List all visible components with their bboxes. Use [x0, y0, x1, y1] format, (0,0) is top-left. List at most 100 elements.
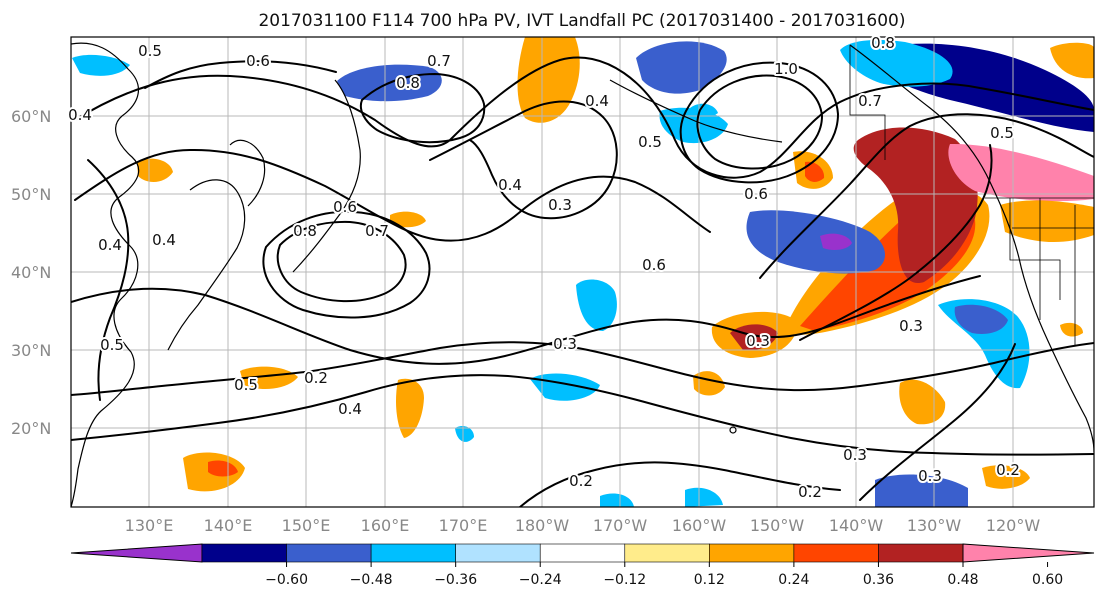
colorbar-segment-1 [201, 543, 287, 563]
asia-coastline [71, 42, 140, 507]
kamchatka-coastline [292, 79, 361, 273]
contour-label-26: 0.3 [899, 317, 923, 335]
colorbar-tick-label-9: 0.48 [947, 572, 978, 588]
colorbar-segment-6 [624, 543, 710, 563]
shading-layer [72, 37, 1094, 507]
lat-label-50n: 50°N [11, 185, 51, 204]
lon-label-120w: 120°W [986, 516, 1041, 535]
contour-label-4: 0.8 [396, 74, 420, 92]
contour-label-31: 0.3 [918, 467, 942, 485]
shade-blue-south-east [875, 474, 968, 507]
contour-label-14: 0.5 [234, 376, 258, 394]
map-frame [70, 36, 1095, 508]
colorbar-segment-5 [539, 543, 626, 563]
shade-orange-south-far-east [982, 465, 1030, 489]
contour-label-30: 0.2 [996, 461, 1020, 479]
contour-label-25: 0.4 [585, 92, 609, 110]
colorbar-tick-label-5: −0.12 [603, 572, 646, 588]
contour-16 [144, 60, 337, 89]
contour-label-6: 0.3 [548, 196, 572, 214]
pv-contours [71, 56, 1094, 507]
contour-label-11: 0.6 [642, 256, 666, 274]
shade-orange-20n-west [396, 378, 424, 438]
contour-label-3: 0.7 [427, 52, 451, 70]
map-panel [70, 36, 1095, 508]
shade-orange-north-america [1000, 200, 1094, 243]
contour-label-28: 0.3 [843, 446, 867, 464]
aleutian-coastline [609, 79, 783, 143]
shade-blue-east-30n-core [954, 304, 1008, 334]
contour-label-24: 0.5 [990, 124, 1014, 142]
contour-10 [679, 61, 839, 184]
colorbar: −0.60 −0.48 −0.36 −0.24 −0.12 0.12 0.24 0.36 0.4… [70, 543, 1095, 588]
lon-label-170w: 170°W [593, 516, 648, 535]
colorbar-segment-7 [709, 543, 795, 563]
shade-lightblue-south-center [600, 493, 634, 507]
lon-label-180w: 180°W [515, 516, 570, 535]
shade-blue-north-edge [840, 39, 953, 87]
contour-label-21: 0.5 [638, 133, 662, 151]
shade-orange-north-far-east [1050, 42, 1094, 79]
shade-lightblue-kamchatka-north [72, 54, 130, 76]
colorbar-tick-label-7: 0.24 [778, 572, 809, 588]
coastlines [71, 42, 1094, 507]
contour-label-8: 0.6 [333, 198, 357, 216]
contour-6 [429, 100, 618, 220]
contour-2 [74, 148, 711, 242]
colorbar-segment-2 [286, 543, 372, 563]
shade-red-53n-east [805, 161, 825, 182]
contour-label-17: 0.3 [553, 335, 577, 353]
contour-label-19: 0.6 [744, 185, 768, 203]
contour-13 [859, 343, 1016, 501]
shade-red-15n-west [208, 460, 238, 477]
lon-label-170e: 170°E [439, 516, 488, 535]
shade-red-30n-central [730, 324, 778, 351]
contour-label-9: 0.7 [365, 222, 389, 240]
contour-7 [276, 220, 407, 303]
contour-label-18: 0.3 [746, 332, 770, 350]
lon-labels: 130°E 140°E 150°E 160°E 170°E 180°W 170°… [125, 516, 1041, 535]
lat-label-40n: 40°N [11, 263, 51, 282]
contour-label-20: 1.0 [774, 60, 798, 78]
contour-11 [759, 113, 1094, 279]
shade-pink-blob [948, 143, 1094, 202]
colorbar-tick-label-1: −0.60 [265, 572, 308, 588]
contour-15 [87, 159, 130, 401]
colorbar-tick-label-4: −0.24 [519, 572, 562, 588]
contour-labels: 0.5 0.6 0.7 0.8 0.4 0.3 0.4 0.6 0.7 0.8 … [66, 32, 1022, 503]
colorbar-tick-label-3: −0.36 [434, 572, 477, 588]
shade-blue-40n-west [746, 210, 886, 274]
shade-orange-25n-west [240, 366, 298, 389]
contour-14 [519, 461, 841, 507]
contour-label-22: 0.8 [871, 34, 895, 52]
colorbar-tick-label-10: 0.60 [1032, 572, 1063, 588]
contour-9 [696, 74, 823, 170]
shade-lightblue-south-center-east [685, 487, 723, 507]
figure-title: 2017031100 F114 700 hPa PV, IVT Landfall… [258, 11, 905, 31]
shade-orange-45n-mid [390, 211, 426, 228]
contour-label-7: 0.4 [498, 176, 522, 194]
shade-lightblue-20n-mid [455, 426, 474, 442]
shade-darkred-blob [853, 127, 978, 284]
contour-label-5: 0.4 [68, 106, 92, 124]
contour-12 [799, 144, 993, 341]
lon-label-140w: 140°W [829, 516, 884, 535]
colorbar-segment-4 [455, 543, 541, 563]
lat-labels: 60°N 50°N 40°N 30°N 20°N [11, 107, 51, 438]
contour-label-12: 0.4 [98, 236, 122, 254]
lon-label-160w: 160°W [672, 516, 727, 535]
lat-label-30n: 30°N [11, 341, 51, 360]
shade-orange-50n-west [137, 158, 173, 182]
lat-label-20n: 20°N [11, 419, 51, 438]
shade-orange-small-30n-east [1060, 322, 1083, 337]
shade-blue-180 [576, 279, 617, 331]
korea-japan-coastline [167, 139, 266, 351]
shade-lightblue-kamchatka [659, 107, 728, 144]
hawaii-island [729, 426, 737, 434]
contour-label-13: 0.5 [100, 336, 124, 354]
contour-label-16: 0.4 [338, 400, 362, 418]
colorbar-segment-9 [878, 543, 964, 563]
shade-lightblue-60n-central [690, 103, 718, 117]
contour-1 [74, 56, 1094, 179]
gridlines [71, 37, 1094, 507]
